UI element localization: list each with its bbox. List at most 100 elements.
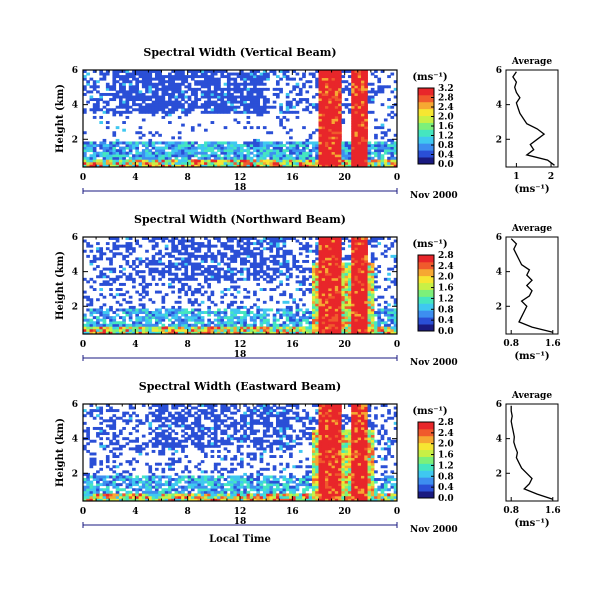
- heatmap-cell: [105, 70, 110, 73]
- heatmap-cell: [374, 267, 378, 271]
- heatmap-cell: [298, 323, 303, 327]
- heatmap-cell: [289, 149, 293, 153]
- heatmap-cell: [351, 154, 355, 158]
- heatmap-cell: [292, 259, 296, 263]
- heatmap-cell: [226, 316, 231, 320]
- heatmap-cell: [292, 144, 296, 147]
- heatmap-cell: [141, 490, 146, 494]
- heatmap-cell: [367, 288, 372, 291]
- heatmap-cell: [197, 313, 202, 317]
- heatmap-cell: [305, 164, 310, 168]
- heatmap-cell: [367, 295, 372, 299]
- heatmap-cell: [361, 262, 365, 266]
- heatmap-cell: [354, 72, 359, 76]
- heatmap-cell: [318, 254, 323, 258]
- heatmap-cell: [262, 110, 267, 114]
- heatmap-cell: [184, 328, 189, 332]
- heatmap-cell: [115, 126, 120, 130]
- heatmap-cell: [383, 133, 388, 137]
- heatmap-cell: [380, 146, 385, 150]
- heatmap-cell: [338, 295, 342, 299]
- heatmap-cell: [354, 267, 359, 271]
- heatmap-cell: [341, 267, 346, 271]
- heatmap-cell: [354, 272, 359, 276]
- heatmap-cell: [262, 159, 267, 163]
- heatmap-cell: [321, 144, 326, 147]
- heatmap-cell: [148, 105, 153, 109]
- heatmap-cell: [181, 328, 185, 332]
- heatmap-cell: [118, 288, 123, 291]
- heatmap-cell: [187, 331, 192, 335]
- heatmap-cell: [141, 98, 146, 102]
- heatmap-cell: [96, 98, 100, 102]
- heatmap-cell: [272, 151, 277, 155]
- heatmap-cell: [311, 316, 316, 320]
- heatmap-cell: [154, 331, 159, 335]
- heatmap-cell: [151, 404, 156, 407]
- heatmap-cell: [92, 161, 97, 165]
- heatmap-cell: [210, 144, 215, 147]
- heatmap-cell: [344, 103, 349, 107]
- heatmap-cell: [338, 108, 342, 112]
- heatmap-cell: [334, 239, 339, 243]
- heatmap-cell: [279, 144, 283, 147]
- heatmap-cell: [174, 265, 179, 269]
- heatmap-cell: [223, 92, 228, 96]
- heatmap-cell: [115, 447, 120, 451]
- heatmap-cell: [125, 92, 130, 96]
- heatmap-cell: [132, 488, 136, 492]
- heatmap-cell: [246, 77, 251, 81]
- heatmap-cell: [230, 280, 234, 284]
- heatmap-cell: [204, 80, 208, 84]
- heatmap-cell: [367, 98, 372, 102]
- heatmap-cell: [393, 133, 398, 137]
- heatmap-cell: [318, 72, 323, 76]
- heatmap-cell: [246, 151, 251, 155]
- heatmap-cell: [292, 156, 296, 160]
- heatmap-cell: [361, 123, 365, 127]
- heatmap-cell: [328, 156, 332, 160]
- heatmap-cell: [367, 82, 372, 86]
- heatmap-cell: [204, 257, 208, 261]
- heatmap-cell: [223, 293, 228, 297]
- heatmap-cell: [96, 414, 100, 418]
- heatmap-cell: [115, 293, 120, 297]
- heatmap-cell: [83, 146, 87, 150]
- heatmap-cell: [145, 321, 149, 325]
- heatmap-cell: [204, 149, 208, 153]
- heatmap-cell: [128, 318, 133, 322]
- heatmap-cell: [181, 257, 185, 261]
- heatmap-cell: [154, 92, 159, 96]
- heatmap-cell: [233, 328, 238, 332]
- average-x-unit: (ms⁻¹): [514, 351, 549, 362]
- heatmap-cell: [190, 331, 195, 335]
- heatmap-cell: [128, 447, 133, 451]
- heatmap-cell: [99, 331, 104, 335]
- heatmap-cell: [357, 149, 362, 153]
- heatmap-cell: [253, 141, 257, 145]
- heatmap-cell: [351, 98, 355, 102]
- heatmap-cell: [275, 80, 280, 84]
- heatmap-cell: [285, 75, 290, 79]
- heatmap-cell: [207, 244, 211, 248]
- heatmap-cell: [125, 144, 130, 147]
- heatmap-cell: [154, 267, 159, 271]
- heatmap-cell: [347, 70, 352, 73]
- heatmap-cell: [151, 300, 156, 304]
- heatmap-cell: [246, 110, 251, 114]
- heatmap-cell: [279, 254, 283, 258]
- heatmap-cell: [351, 257, 355, 261]
- heatmap-cell: [181, 247, 185, 251]
- heatmap-cell: [269, 275, 274, 279]
- heatmap-cell: [226, 257, 231, 261]
- heatmap-cell: [318, 80, 323, 84]
- heatmap-cell: [207, 77, 211, 81]
- heatmap-cell: [168, 121, 172, 124]
- heatmap-cell: [318, 90, 323, 94]
- heatmap-cell: [89, 164, 94, 168]
- heatmap-cell: [249, 305, 254, 309]
- heatmap-cell: [223, 151, 228, 155]
- heatmap-cell: [230, 316, 234, 320]
- heatmap-cell: [83, 141, 87, 145]
- heatmap-cell: [125, 495, 130, 499]
